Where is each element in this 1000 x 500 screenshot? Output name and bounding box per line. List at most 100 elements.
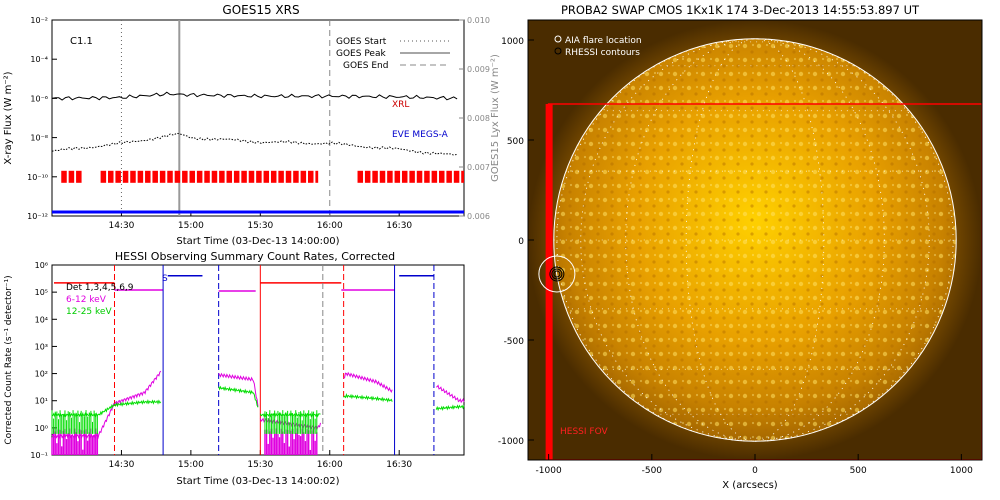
goes-obs-bar	[364, 170, 371, 183]
goes-obs-bar	[315, 170, 319, 183]
swap-xtick-label: 1000	[950, 466, 973, 476]
goes-xrl-line	[51, 91, 458, 101]
goes-y2tick-label: 0.008	[467, 114, 490, 123]
goes-y-axis: 10⁻¹² 10⁻¹⁰ 10⁻⁸ 10⁻⁶ 10⁻⁴ 10⁻²	[27, 16, 57, 221]
hessi-legend: Det 1,3,4,5,6,9 6-12 keV 12-25 keV	[66, 283, 134, 317]
hessi-xtick-label: 14:30	[108, 460, 134, 470]
goes-obs-bar	[357, 170, 364, 183]
hessi-fov	[545, 103, 982, 460]
hessi-ytick-label: 10⁵	[35, 288, 48, 297]
goes-obs-bar	[152, 170, 158, 183]
goes-obs-bar	[61, 170, 67, 183]
grid-longitude	[625, 38, 885, 442]
goes-xtick-label: 16:00	[317, 221, 343, 231]
goes-obs-bar	[394, 170, 401, 183]
goes-ytick-label: 10⁻²	[30, 16, 48, 25]
goes-y2-axis: 0.006 0.007 0.008 0.009 0.010	[459, 16, 490, 221]
goes-y2tick-label: 0.006	[467, 212, 490, 221]
goes-legend-start: GOES Start	[336, 37, 387, 47]
hessi-plot-frame	[51, 264, 465, 456]
goes-obs-bar	[159, 170, 166, 183]
goes-xtick-label: 15:00	[178, 221, 204, 231]
goes-obs-bar	[461, 170, 464, 183]
hessi-xtick-label: 15:30	[247, 460, 273, 470]
goes-obs-bar	[182, 170, 188, 183]
sun-texture	[553, 38, 957, 442]
goes-obs-bar	[100, 170, 107, 183]
goes-obs-bar	[431, 170, 438, 183]
goes-obs-bar	[108, 170, 114, 183]
goes-obs-bar	[211, 170, 218, 183]
goes-obs-bar	[76, 170, 82, 183]
swap-ytick-label: 1000	[501, 37, 524, 47]
goes-obs-bar	[226, 170, 233, 183]
hessi-ytick-label: 10⁶	[35, 261, 48, 270]
goes-obs-bar	[409, 170, 415, 183]
swap-ytick-label: -500	[504, 337, 525, 347]
hessi-ytick-label: 10³	[35, 342, 48, 351]
goes-obs-bar	[68, 170, 75, 183]
swap-ytick-label: -1000	[498, 437, 524, 447]
swap-xtick-label: -500	[642, 466, 663, 476]
heliographic-grid	[553, 38, 957, 442]
swap-ytick-label: 0	[518, 237, 524, 247]
rhessi-contour	[549, 266, 565, 282]
hessi-marker-s: S	[162, 274, 168, 284]
hessi-curve-low	[343, 371, 393, 394]
hessi-ytick-label: 10⁰	[35, 424, 48, 433]
swap-panel: PROBA2 SWAP CMOS 1Kx1K 174 3-Dec-2013 14…	[498, 3, 983, 491]
goes-legend-end: GOES End	[343, 61, 388, 71]
goes-obs-bar	[401, 170, 408, 183]
hessi-curve-low	[218, 372, 259, 407]
hessi-xtick-label: 15:00	[178, 460, 204, 470]
hessi-xlabel: Start Time (03-Dec-13 14:00:02)	[176, 476, 339, 487]
goes-obs-bar	[219, 170, 225, 183]
goes-title: GOES15 XRS	[222, 3, 299, 17]
swap-legend: AIA flare location RHESSI contours	[554, 35, 642, 58]
goes-flare-class: C1.1	[70, 36, 93, 47]
swap-xtick-label: -1000	[536, 466, 562, 476]
goes-obs-bar	[122, 170, 129, 183]
fov-left-edge	[545, 104, 553, 460]
hessi-panel: HESSI Observing Summary Count Rates, Cor…	[4, 250, 465, 487]
swap-image	[538, 38, 982, 460]
hessi-ylabel: Corrected Count Rate (s⁻¹ detector⁻¹)	[4, 275, 14, 444]
goes-marks	[51, 20, 464, 216]
goes-obs-bar	[196, 170, 203, 183]
goes-obs-bar	[270, 170, 277, 183]
goes-ytick-label: 10⁻⁶	[30, 94, 48, 103]
goes-obs-bar	[439, 170, 445, 183]
goes-y2tick-label: 0.010	[467, 16, 490, 25]
hessi-ytick-label: 10¹	[35, 397, 48, 406]
swap-xlabel: X (arcsecs)	[722, 480, 778, 491]
goes-obs-bar	[424, 170, 430, 183]
goes-obs-bar	[453, 170, 460, 183]
hessi-marks	[51, 265, 465, 455]
flare-marker	[538, 255, 576, 293]
goes-legend: GOES Start GOES Peak GOES End	[336, 37, 450, 71]
swap-y-axis: -1000 -500 0 500 1000	[498, 37, 534, 447]
goes-obs-bar	[372, 170, 378, 183]
hessi-curve-high	[218, 385, 259, 408]
goes-obs-bar	[285, 170, 292, 183]
rhessi-contour	[553, 270, 561, 278]
goes-ytick-label: 10⁻⁸	[30, 134, 48, 143]
goes-obs-bar	[387, 170, 393, 183]
goes-obs-bar	[174, 170, 181, 183]
goes-y2tick-label: 0.009	[467, 65, 490, 74]
goes-obs-bar	[256, 170, 262, 183]
goes-obs-bar	[204, 170, 210, 183]
goes-xtick-label: 16:30	[386, 221, 412, 231]
goes-obs-bar	[137, 170, 144, 183]
goes-obs-bar	[263, 170, 270, 183]
goes-obs-bar	[248, 170, 255, 183]
goes-obs-bar	[307, 170, 314, 183]
swap-legend-rhessi: RHESSI contours	[565, 48, 640, 58]
goes-legend-peak: GOES Peak	[336, 49, 386, 59]
swap-ytick-label: 500	[507, 137, 524, 147]
goes-eve-line	[51, 132, 458, 156]
goes-y2tick-label: 0.007	[467, 163, 490, 172]
swap-xtick-label: 0	[752, 466, 758, 476]
grid-longitude	[685, 38, 825, 442]
goes-obs-bar	[233, 170, 240, 183]
